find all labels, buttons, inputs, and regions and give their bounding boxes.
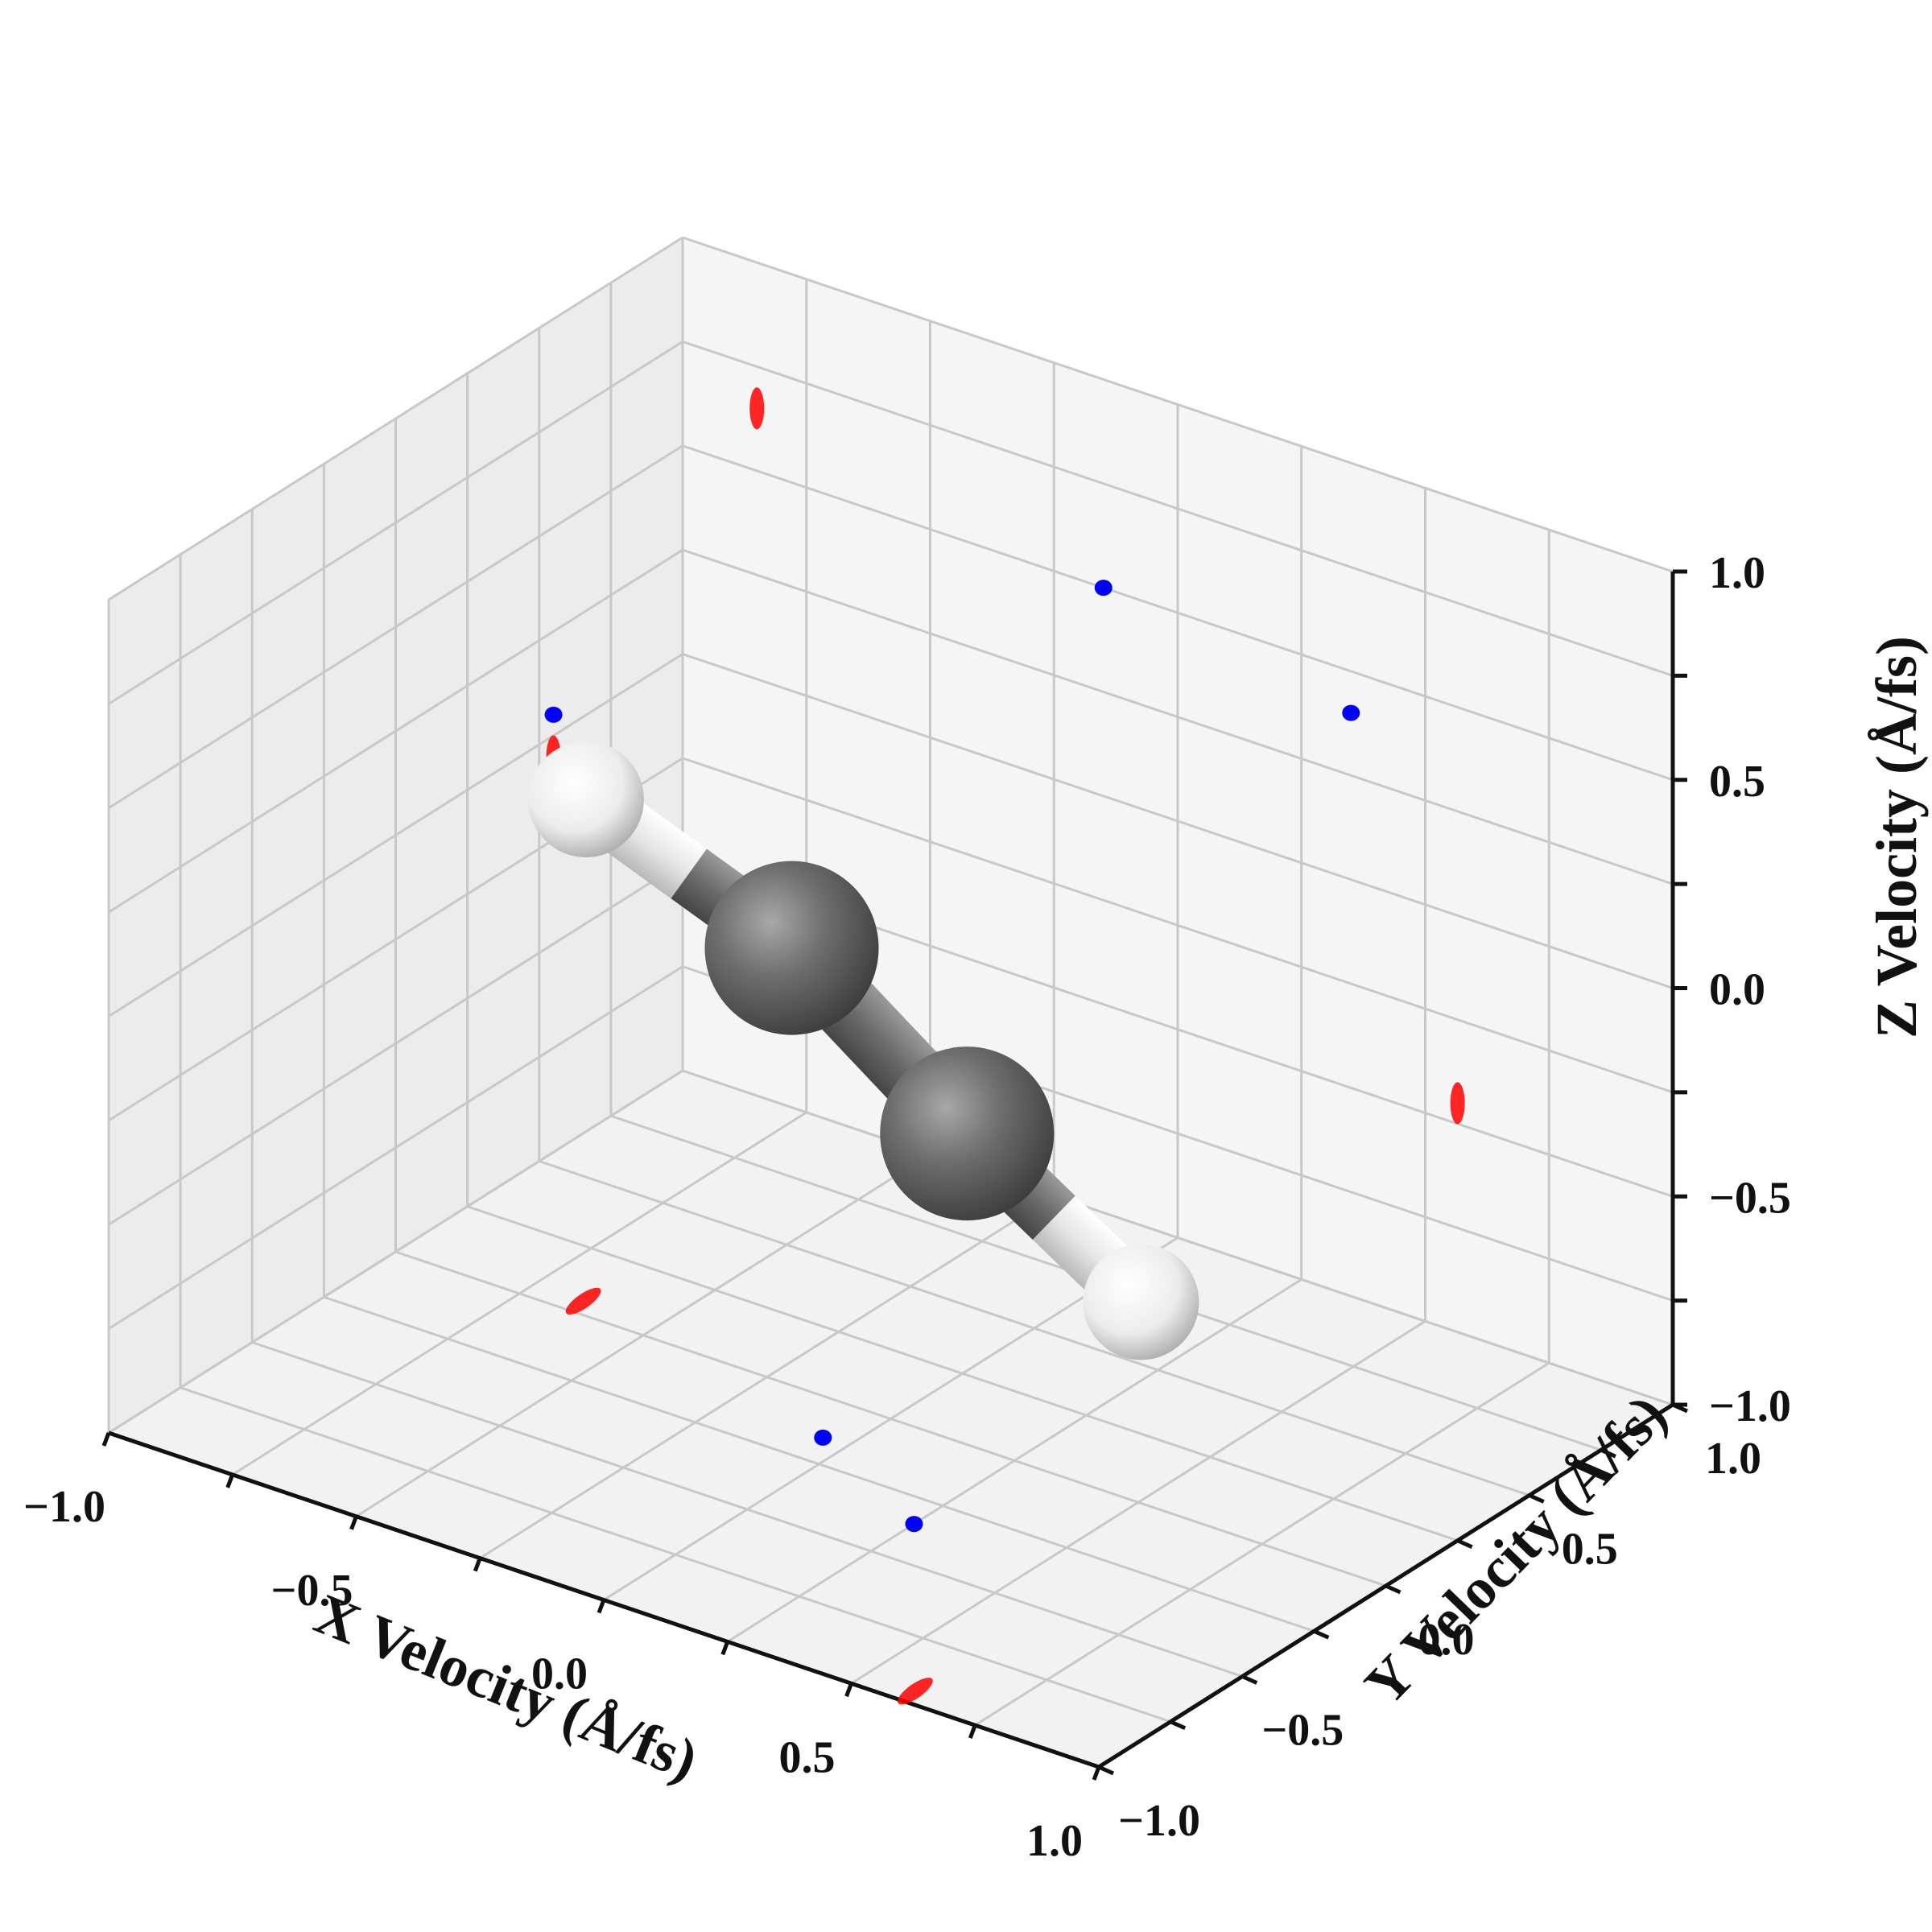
grid-lines [107, 236, 1674, 1769]
y-tick-label: −0.5 [1261, 1706, 1344, 1756]
x-axis-tick [225, 1473, 235, 1488]
y-axis-tick [1097, 1765, 1115, 1776]
carbon-projection-marker [814, 1429, 832, 1446]
y-tick-label: 0.0 [1418, 1615, 1475, 1665]
hydrogen-projection-marker [749, 387, 765, 430]
hydrogen-projection-marker [565, 1287, 601, 1315]
carbon-atom [880, 1046, 1055, 1221]
y-axis-tick [1170, 1719, 1187, 1731]
carbon-atom [704, 861, 879, 1035]
acetylene-molecule [527, 741, 1199, 1360]
left-wall-grid-line [108, 341, 683, 705]
z-tick-label: −0.5 [1709, 1173, 1791, 1223]
hydrogen-atom [527, 741, 644, 857]
floor-grid-line [850, 1319, 1426, 1685]
back-wall-grid-line [682, 653, 1674, 989]
z-tick-label: 1.0 [1709, 548, 1765, 598]
x-axis-tick [101, 1432, 111, 1447]
x-axis-tick [349, 1515, 358, 1530]
y-axis-tick [1528, 1493, 1545, 1504]
axis-ticks [101, 569, 1689, 1781]
z-axis-label: Z Velocity (Å/fs) [1864, 636, 1929, 1038]
floor-grid-line [539, 1160, 1530, 1496]
left-wall-grid-line [108, 236, 683, 601]
hydrogen-projection-marker [1450, 1082, 1465, 1125]
z-tick-label: 0.5 [1709, 757, 1765, 807]
carbon-projection-marker [1094, 580, 1113, 597]
x-axis-tick [473, 1557, 482, 1572]
back-wall-grid-line [682, 548, 1674, 886]
floor-grid-line [395, 1250, 1386, 1587]
left-wall-grid-line [108, 444, 683, 810]
y-tick-labels: −1.0 −0.5 0.0 0.5 1.0 [1118, 1434, 1761, 1846]
floor-grid-line [974, 1361, 1550, 1727]
hydrogen-atom [1083, 1244, 1199, 1360]
hydrogen-projection-marker [897, 1678, 933, 1705]
y-axis-tick [1456, 1538, 1473, 1550]
floor-grid-line [726, 1278, 1302, 1643]
back-wall-grid-line [682, 444, 1674, 782]
floor-grid-line [682, 1069, 1674, 1406]
carbon-projection-marker [1342, 704, 1360, 721]
back-wall-grid-line [682, 340, 1674, 677]
y-axis-tick [1313, 1629, 1330, 1640]
z-tick-label: −1.0 [1709, 1381, 1791, 1431]
carbon-projection-marker [905, 1516, 923, 1533]
x-axis-tick [720, 1641, 730, 1656]
y-axis-tick [1600, 1447, 1616, 1459]
y-axis-tick [1671, 1402, 1689, 1414]
x-tick-label: 0.0 [531, 1649, 588, 1699]
carbon-projection-marker [544, 706, 563, 723]
floor-grid-line [467, 1205, 1459, 1542]
x-tick-label: 1.0 [1026, 1816, 1083, 1866]
z-tick-label: 0.0 [1709, 965, 1765, 1015]
y-tick-label: −1.0 [1118, 1796, 1200, 1846]
y-axis-tick [1385, 1583, 1402, 1595]
x-tick-label: −1.0 [23, 1482, 105, 1532]
y-tick-label: 0.5 [1562, 1525, 1618, 1575]
left-wall-grid-line [108, 653, 683, 1018]
x-tick-label: −0.5 [271, 1566, 353, 1616]
x-axis-tick [844, 1682, 853, 1698]
x-axis-tick [968, 1724, 977, 1740]
y-tick-label: 1.0 [1705, 1434, 1761, 1484]
left-wall-grid-line [108, 548, 683, 914]
y-axis-tick [1241, 1674, 1258, 1685]
x-axis-tick [1092, 1766, 1101, 1781]
x-tick-label: 0.5 [779, 1732, 836, 1782]
back-wall-grid-line [682, 236, 1674, 573]
x-tick-labels: −1.0 −0.5 0.0 0.5 1.0 [23, 1482, 1083, 1866]
z-tick-labels: −1.0 −0.5 0.0 0.5 1.0 [1709, 548, 1791, 1431]
x-axis-tick [597, 1599, 606, 1614]
